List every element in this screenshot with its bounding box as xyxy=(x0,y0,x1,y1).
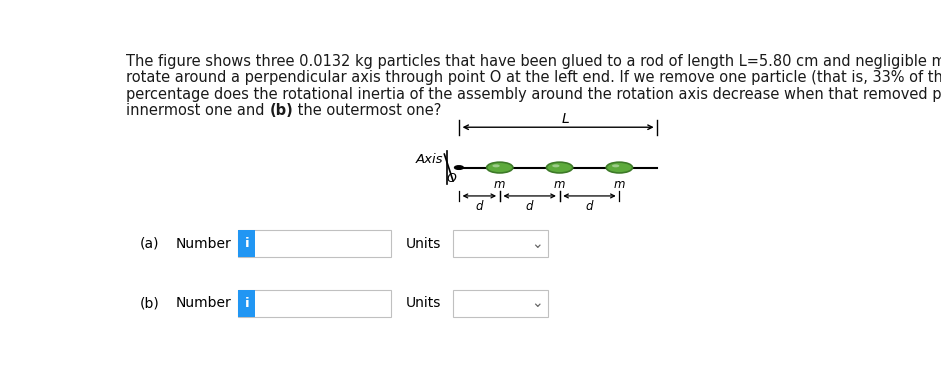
FancyBboxPatch shape xyxy=(454,290,548,317)
Text: d: d xyxy=(475,199,483,213)
Text: i: i xyxy=(245,237,249,250)
Text: (b): (b) xyxy=(139,296,159,310)
Text: O: O xyxy=(447,172,456,185)
Circle shape xyxy=(492,165,500,167)
Text: (a): (a) xyxy=(139,237,159,251)
Text: m: m xyxy=(554,178,566,191)
Text: L: L xyxy=(562,112,569,126)
Text: (b): (b) xyxy=(269,103,294,118)
FancyBboxPatch shape xyxy=(238,230,255,257)
Text: the outermost one?: the outermost one? xyxy=(294,103,441,118)
Text: innermost one and: innermost one and xyxy=(126,103,269,118)
Text: ⌄: ⌄ xyxy=(531,296,543,310)
Circle shape xyxy=(612,165,619,167)
Circle shape xyxy=(455,166,463,169)
Text: m: m xyxy=(494,178,505,191)
Text: Number: Number xyxy=(176,296,231,310)
Text: d: d xyxy=(585,199,593,213)
Circle shape xyxy=(486,162,513,173)
Circle shape xyxy=(552,165,560,167)
Text: m: m xyxy=(614,178,625,191)
Text: The figure shows three 0.0132 kg particles that have been glued to a rod of leng: The figure shows three 0.0132 kg particl… xyxy=(126,54,941,69)
Text: Units: Units xyxy=(407,296,441,310)
Text: i: i xyxy=(245,297,249,310)
FancyBboxPatch shape xyxy=(454,230,548,257)
Circle shape xyxy=(606,162,632,173)
Circle shape xyxy=(547,162,573,173)
Text: d: d xyxy=(526,199,534,213)
Text: rotate around a perpendicular axis through point O at the left end. If we remove: rotate around a perpendicular axis throu… xyxy=(126,71,941,85)
FancyBboxPatch shape xyxy=(238,290,391,317)
Text: Number: Number xyxy=(176,237,231,251)
FancyBboxPatch shape xyxy=(238,230,391,257)
Text: Axis: Axis xyxy=(416,153,443,166)
Text: percentage does the rotational inertia of the assembly around the rotation axis : percentage does the rotational inertia o… xyxy=(126,87,941,102)
Text: ⌄: ⌄ xyxy=(531,237,543,251)
FancyBboxPatch shape xyxy=(238,290,255,317)
Text: Units: Units xyxy=(407,237,441,251)
